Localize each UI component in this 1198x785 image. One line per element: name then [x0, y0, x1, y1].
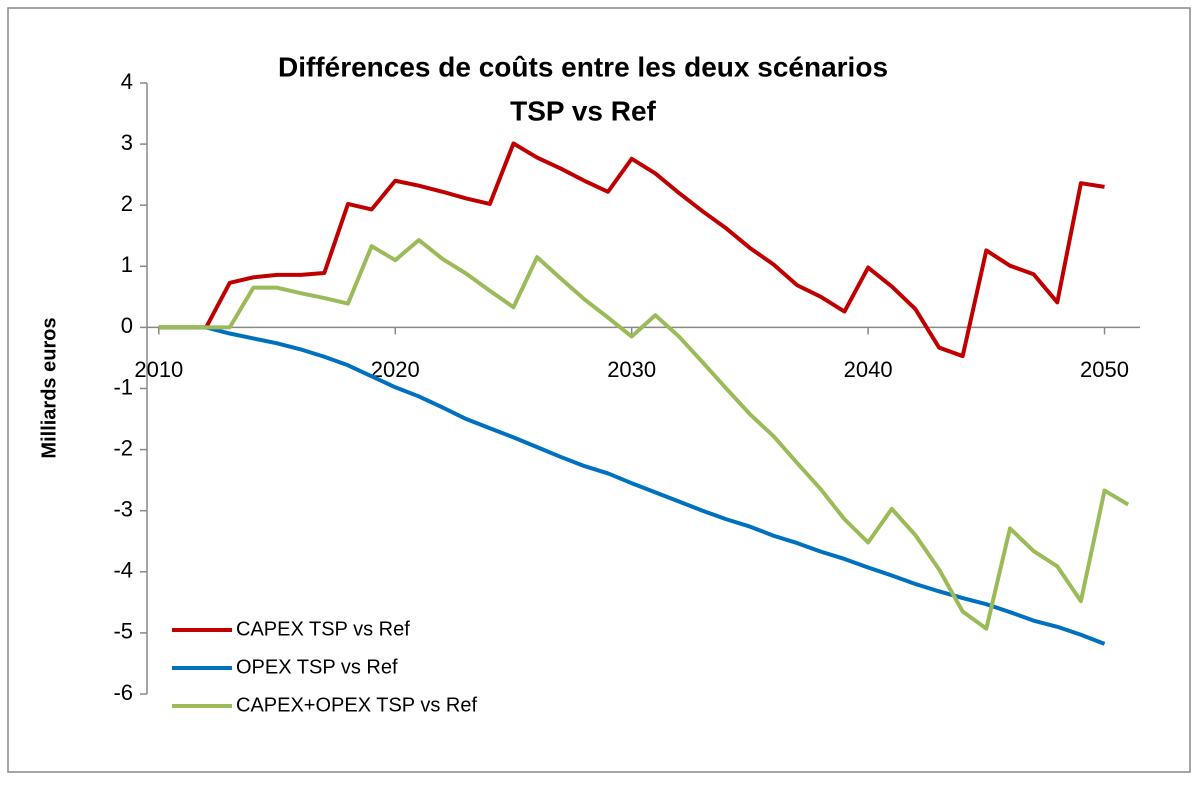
x-tick-label: 2050	[1080, 357, 1129, 382]
y-tick-label: 2	[121, 191, 133, 216]
x-tick-label: 2010	[134, 357, 183, 382]
y-tick-label: -5	[113, 619, 133, 644]
chart-title: Différences de coûts entre les deux scén…	[278, 51, 888, 82]
y-tick-label: -3	[113, 497, 133, 522]
y-tick-label: -1	[113, 374, 133, 399]
y-tick-label: 0	[121, 313, 133, 338]
chart-title: TSP vs Ref	[510, 95, 656, 126]
x-tick-label: 2030	[607, 357, 656, 382]
series-line	[158, 325, 1106, 646]
y-tick-label: 3	[121, 130, 133, 155]
series-line	[158, 141, 1105, 359]
legend-label: OPEX TSP vs Ref	[236, 656, 398, 678]
y-tick-label: -6	[113, 680, 133, 705]
legend-label: CAPEX TSP vs Ref	[236, 618, 410, 640]
y-tick-label: 1	[121, 252, 133, 277]
y-axis-label: Milliards euros	[38, 317, 60, 458]
legend-label: CAPEX+OPEX TSP vs Ref	[236, 694, 477, 716]
y-tick-label: 4	[121, 69, 133, 94]
y-tick-label: -2	[113, 435, 133, 460]
chart-frame	[7, 7, 1191, 773]
series-line	[158, 238, 1130, 631]
x-tick-label: 2040	[844, 357, 893, 382]
y-tick-label: -4	[113, 558, 133, 583]
